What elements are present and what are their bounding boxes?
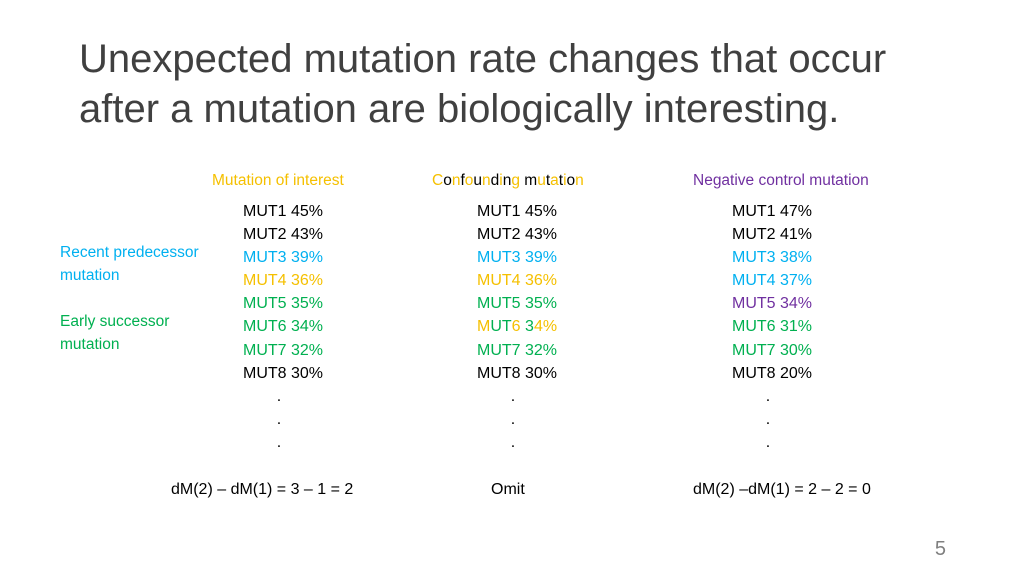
list-mutation-of-interest: MUT1 45% MUT2 43% MUT3 39% MUT4 36% MUT5 35%…: [243, 200, 323, 454]
list-item: MUT7 32%: [477, 341, 558, 359]
page-number: 5: [934, 538, 946, 560]
list-item: MUT1 45%: [477, 203, 558, 220]
header-mutation-of-interest: Mutation of interest: [212, 172, 344, 189]
list-item: MUT4 36%: [477, 272, 558, 290]
list-confounding-mutation: MUT1 45% MUT2 43% MUT3 39% MUT4 36% MUT5 35%…: [477, 200, 557, 454]
list-item: MUT3 38%: [732, 249, 813, 267]
list-item: MUT3 39%: [477, 249, 558, 267]
list-item: MUT6 34%: [243, 318, 324, 336]
slide-title-line-1: Unexpected mutation rate changes that oc…: [79, 37, 887, 81]
list-negative-control-mutation: MUT1 47% MUT2 41% MUT3 38% MUT4 37% MUT5 34%…: [732, 200, 812, 454]
list-item: MUT8 30%: [243, 364, 324, 382]
label-early-line-1: Early successor: [60, 313, 170, 330]
list-item: .: [276, 410, 282, 428]
list-item: .: [765, 433, 771, 451]
formula-mutation-of-interest: dM(2) – dM(1) = 3 – 1 = 2: [171, 481, 354, 498]
label-recent-line-2: mutation: [60, 267, 120, 284]
list-item: MUT6 31%: [732, 318, 813, 336]
slide-title-line-2: after a mutation are biologically intere…: [79, 87, 840, 131]
list-item: MUT7 32%: [243, 341, 324, 359]
formula-confounding-mutation: Omit: [491, 481, 525, 498]
list-item: .: [276, 433, 282, 451]
list-item: MUT7 30%: [732, 341, 813, 359]
list-item: .: [510, 410, 516, 428]
list-item: MUT2 43%: [243, 226, 324, 244]
list-item: .: [276, 387, 282, 405]
header-confounding-mutation: Confounding mutation: [432, 172, 584, 189]
label-early-successor: Early successor mutation: [60, 310, 230, 356]
list-item: MUT8 20%: [732, 364, 813, 382]
list-item: MUT2 41%: [732, 226, 813, 244]
list-item: MUT1 47%: [732, 203, 813, 220]
list-item: MUT3 39%: [243, 249, 324, 267]
list-item: MUT8 30%: [477, 364, 558, 382]
list-item: MUT1 45%: [243, 203, 324, 220]
formula-negative-control: dM(2) –dM(1) = 2 – 2 = 0: [693, 481, 871, 498]
list-item: MUT5 35%: [243, 295, 324, 313]
list-item: MUT2 43%: [477, 226, 558, 244]
header-negative-control-mutation: Negative control mutation: [693, 172, 869, 189]
list-item: MUT6 34%: [477, 318, 558, 336]
list-item: MUT4 36%: [243, 272, 324, 290]
list-item: .: [510, 387, 516, 405]
list-item: MUT5 35%: [477, 295, 558, 313]
list-item: .: [510, 433, 516, 451]
list-item: MUT4 37%: [732, 272, 813, 290]
label-early-line-2: mutation: [60, 336, 120, 353]
list-item: .: [765, 387, 771, 405]
list-item: MUT5 34%: [732, 295, 813, 313]
label-recent-line-1: Recent predecessor: [60, 244, 199, 261]
slide-title: Unexpected mutation rate changes that oc…: [79, 34, 979, 134]
label-recent-predecessor: Recent predecessor mutation: [60, 241, 230, 287]
list-item: .: [765, 410, 771, 428]
